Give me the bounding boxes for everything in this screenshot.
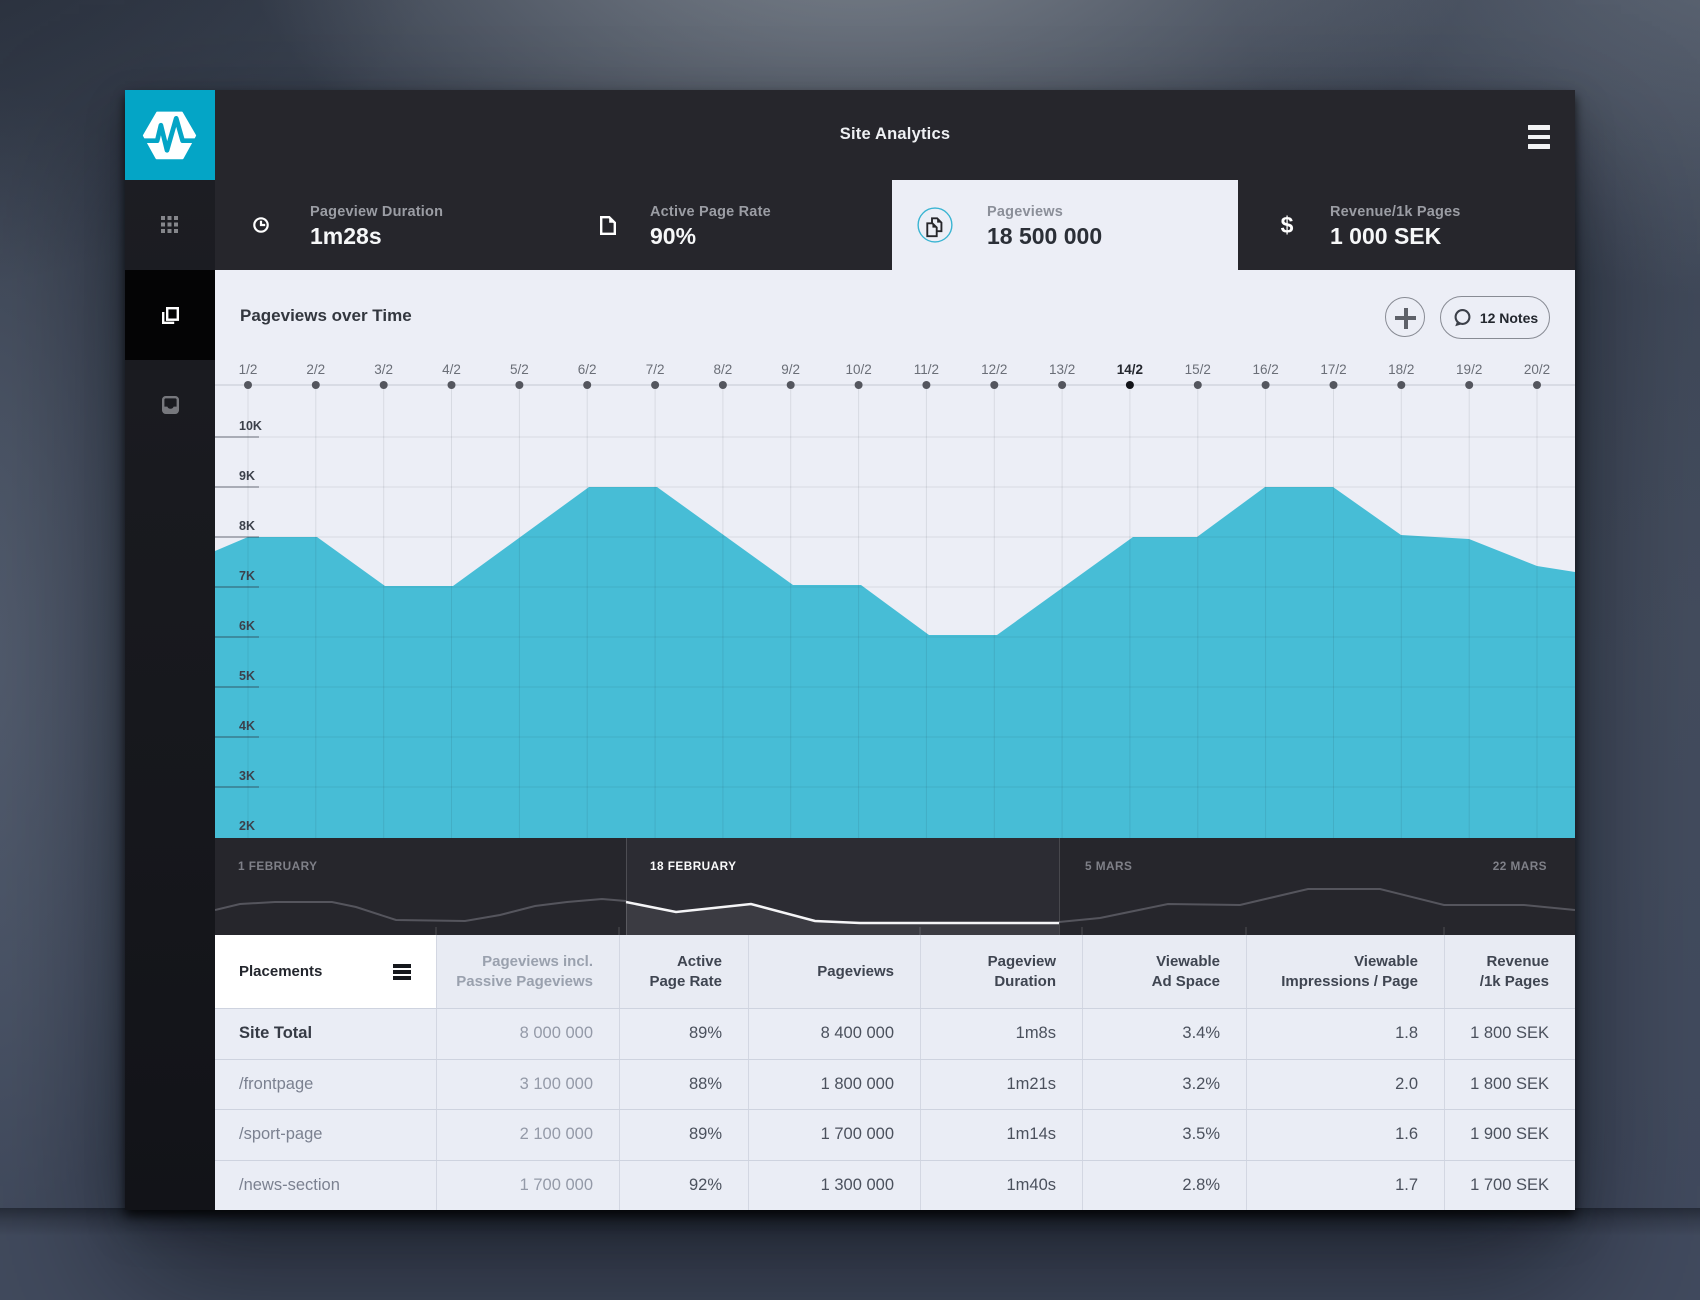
svg-text:19/2: 19/2: [1456, 362, 1482, 377]
svg-text:16/2: 16/2: [1252, 362, 1278, 377]
svg-text:6K: 6K: [239, 619, 255, 633]
svg-text:3K: 3K: [239, 769, 255, 783]
svg-text:4K: 4K: [239, 719, 255, 733]
svg-text:20/2: 20/2: [1524, 362, 1550, 377]
svg-text:8K: 8K: [239, 519, 255, 533]
svg-text:8/2: 8/2: [714, 362, 733, 377]
svg-text:2K: 2K: [239, 819, 255, 833]
svg-text:7/2: 7/2: [646, 362, 665, 377]
svg-text:14/2: 14/2: [1117, 362, 1143, 377]
svg-text:5K: 5K: [239, 669, 255, 683]
svg-text:4/2: 4/2: [442, 362, 461, 377]
svg-text:17/2: 17/2: [1320, 362, 1346, 377]
svg-text:10/2: 10/2: [845, 362, 871, 377]
svg-text:15/2: 15/2: [1185, 362, 1211, 377]
svg-text:7K: 7K: [239, 569, 255, 583]
svg-text:18/2: 18/2: [1388, 362, 1414, 377]
svg-text:10K: 10K: [239, 419, 262, 433]
svg-text:9K: 9K: [239, 469, 255, 483]
svg-text:5/2: 5/2: [510, 362, 529, 377]
svg-text:13/2: 13/2: [1049, 362, 1075, 377]
svg-text:6/2: 6/2: [578, 362, 597, 377]
svg-text:2/2: 2/2: [306, 362, 325, 377]
svg-text:3/2: 3/2: [374, 362, 393, 377]
svg-text:1/2: 1/2: [239, 362, 258, 377]
svg-text:11/2: 11/2: [914, 362, 939, 377]
svg-text:12/2: 12/2: [981, 362, 1007, 377]
svg-text:9/2: 9/2: [781, 362, 800, 377]
